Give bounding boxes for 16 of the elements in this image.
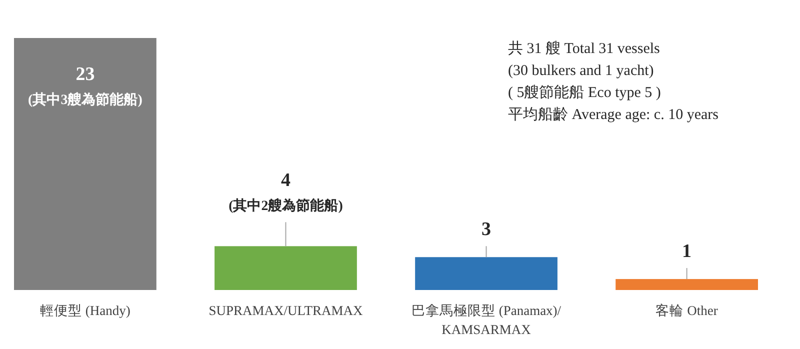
x-tick-label: SUPRAMAX/ULTRAMAX [208, 303, 363, 318]
annotation: 共 31 艘 Total 31 vessels [508, 40, 660, 57]
x-tick-label: 巴拿馬極限型 (Panamax)/ KAMSARMAX [411, 303, 562, 337]
data-label: 3 [482, 219, 492, 240]
annotation: (30 bulkers and 1 yacht) [508, 63, 654, 79]
data-label: 1 [682, 241, 692, 262]
x-tick-label: 客輪 Other [656, 303, 718, 318]
annotation: ( 5艘節能船 Eco type 5 ) [508, 84, 661, 101]
bar [214, 246, 357, 290]
bar [14, 38, 156, 290]
bar [415, 257, 558, 290]
x-tick-label: 輕便型 (Handy) [40, 303, 130, 318]
data-label: 23 (其中3艘為節能船) [28, 64, 143, 108]
annotation: 平均船齡 Average age: c. 10 years [508, 106, 719, 123]
data-label: 4 (其中2艘為節能船) [228, 170, 344, 214]
bar [616, 279, 758, 290]
